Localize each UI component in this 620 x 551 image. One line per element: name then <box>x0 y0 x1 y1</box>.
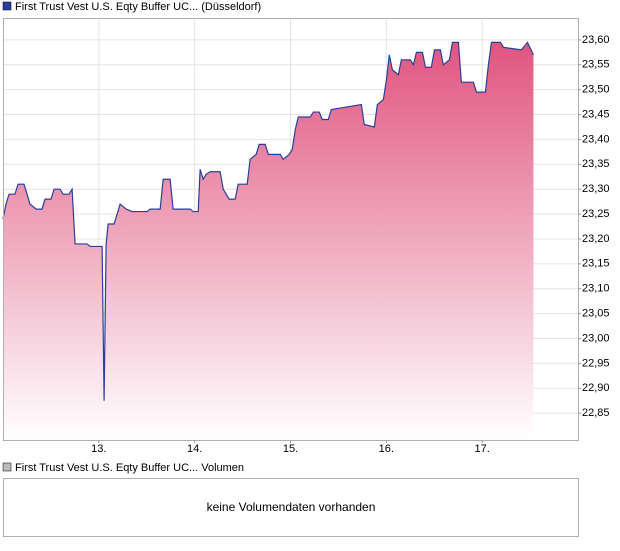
y-tick-label: 23,20 <box>582 233 610 245</box>
y-tick-label: 23,05 <box>582 308 610 320</box>
y-tick-label: 23,15 <box>582 258 610 270</box>
x-tick-label: 16. <box>379 443 394 455</box>
y-tick-label: 23,45 <box>582 108 610 120</box>
legend-swatch <box>2 1 12 11</box>
y-tick-label: 22,90 <box>582 382 610 394</box>
x-tick-label: 13. <box>91 443 106 455</box>
volume-panel <box>3 478 579 537</box>
line <box>2 41 534 401</box>
legend-label: First Trust Vest U.S. Eqty Buffer UC... … <box>15 1 261 13</box>
volume-message: keine Volumendaten vorhanden <box>207 500 376 514</box>
y-tick-label: 23,35 <box>582 158 610 170</box>
x-tick-label: 17. <box>475 443 490 455</box>
y-tick-label: 23,55 <box>582 59 610 71</box>
y-tick-label: 23,50 <box>582 84 610 96</box>
y-tick-label: 23,25 <box>582 208 610 220</box>
y-tick-label: 22,95 <box>582 357 610 369</box>
area <box>3 42 534 440</box>
y-tick-label: 22,85 <box>582 407 610 419</box>
y-tick-label: 23,60 <box>582 34 610 46</box>
volume-legend-label: First Trust Vest U.S. Eqty Buffer UC... … <box>15 462 244 474</box>
volume-legend-swatch <box>2 462 12 472</box>
y-tick-label: 23,30 <box>582 183 610 195</box>
y-tick-label: 23,40 <box>582 133 610 145</box>
y-tick-label: 23,00 <box>582 332 610 344</box>
x-tick-label: 15. <box>283 443 298 455</box>
x-tick-label: 14. <box>187 443 202 455</box>
y-tick-label: 23,10 <box>582 283 610 295</box>
